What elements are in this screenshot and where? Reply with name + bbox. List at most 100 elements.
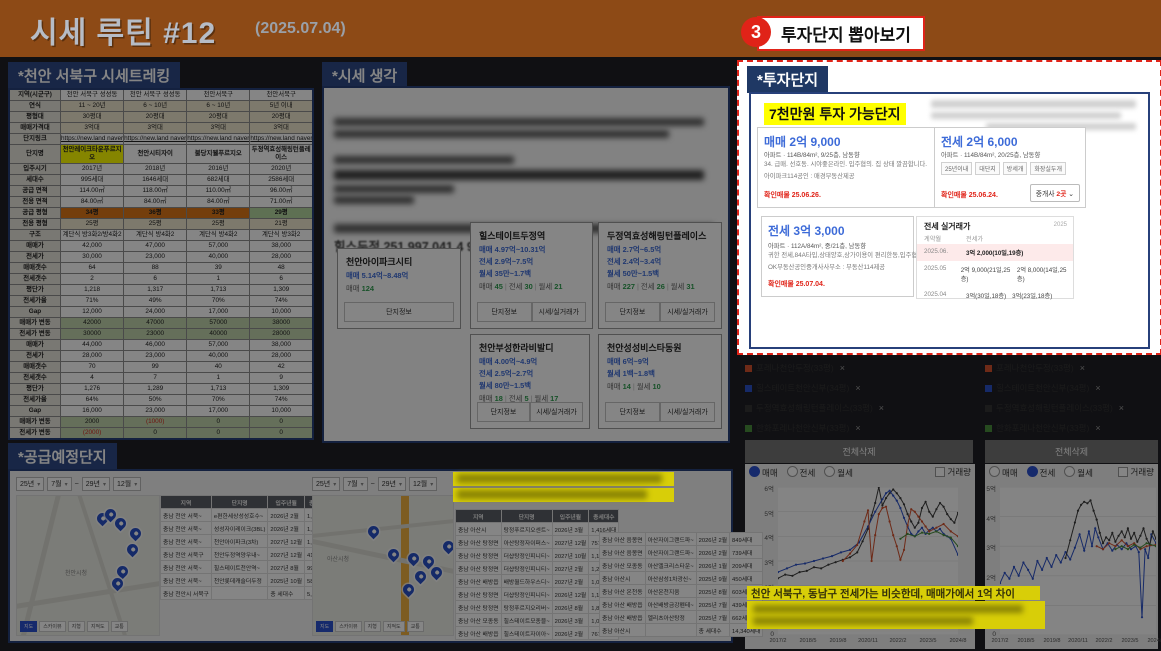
listing-card-jeonse-1[interactable]: 전세 2억 6,000 아파트 · 114B/84m², 20/25층, 남동향… bbox=[934, 127, 1086, 208]
listing-card-jeonse-2[interactable]: 전세 3억 3,000 아파트 · 112A/84m², 중/21층, 남동향 … bbox=[761, 216, 923, 297]
cell-value: 48 bbox=[249, 262, 314, 274]
map-layer-button[interactable]: 스카이뷰 bbox=[335, 621, 362, 632]
radio-option-매매[interactable]: 매매 bbox=[989, 466, 1018, 479]
radio-option-월세[interactable]: 월세 bbox=[1064, 466, 1093, 479]
complex-info-button[interactable]: 단지정보 bbox=[477, 402, 530, 422]
complex-card[interactable]: 천안성성비스타동원 매매 6억~9억 월세 1백~1.8백 매매 14 | 월세 10 단지… bbox=[598, 334, 722, 429]
map-layer-button[interactable]: 지도 bbox=[20, 621, 38, 632]
listing-counts: 매매 18 | 전세 5 | 월세 17 bbox=[479, 394, 559, 403]
row-label: 평형대 bbox=[8, 111, 61, 123]
chart-price-type-controls: 매매 전세 월세 bbox=[749, 466, 853, 479]
complex-card[interactable]: 두정역효성해링턴플레이스 매매 2.7억~6.5억 전세 2.4억~3.4억 월세 5… bbox=[598, 222, 722, 329]
volume-checkbox[interactable]: 거래량 bbox=[1117, 466, 1154, 478]
supply-cell: 더샵탕정인피니티~ bbox=[500, 548, 553, 562]
date-dropdown[interactable]: 12월 ▾ bbox=[408, 477, 438, 491]
map-pin-icon[interactable] bbox=[124, 541, 141, 558]
complex-link[interactable]: https://new.land naver.com/co bbox=[186, 133, 251, 145]
complex-link[interactable]: https://new.land naver.com/co bbox=[59, 133, 125, 145]
close-icon[interactable]: × bbox=[1095, 383, 1101, 393]
price-history-button[interactable]: 시세/실거래가 bbox=[660, 302, 715, 322]
cell-value: 25평 bbox=[59, 218, 125, 230]
complex-info-button[interactable]: 단지정보 bbox=[605, 302, 660, 322]
radio-option-매매[interactable]: 매매 bbox=[749, 466, 778, 479]
complex-info-button[interactable]: 단지정보 bbox=[605, 402, 660, 422]
map-layer-button[interactable]: 교통 bbox=[406, 621, 424, 632]
radio-option-전세[interactable]: 전세 bbox=[786, 466, 815, 479]
map-pin-icon[interactable] bbox=[412, 568, 429, 585]
cell-value: 2 bbox=[59, 273, 125, 285]
supply-col-header[interactable]: 단지명 bbox=[210, 495, 269, 509]
supply-col-header[interactable]: 입주년월 bbox=[551, 509, 590, 523]
clear-all-button[interactable]: 전체삭제 bbox=[745, 440, 973, 463]
map-layer-button[interactable]: 지도 bbox=[316, 621, 334, 632]
clear-all-button[interactable]: 전체삭제 bbox=[985, 440, 1158, 463]
date-dropdown[interactable]: 7월 ▾ bbox=[343, 477, 368, 491]
cell-value: 1 bbox=[186, 372, 251, 384]
price-range: 월세 50만~1.5백 bbox=[607, 269, 660, 278]
cell-value: 2018년 bbox=[123, 163, 188, 175]
map-layer-button[interactable]: 지형 bbox=[363, 621, 381, 632]
close-icon[interactable]: × bbox=[1095, 423, 1101, 433]
supply-col-header[interactable]: 입주년월 bbox=[267, 495, 306, 509]
cell-value: 0 bbox=[249, 427, 314, 440]
complex-card[interactable]: 천안아이파크시티 매매 5.14억~8.48억 매매 124 단지정보 bbox=[337, 248, 461, 329]
supply-cell: 충남 아산시 bbox=[599, 571, 646, 585]
complex-info-button[interactable]: 단지정보 bbox=[344, 302, 454, 322]
price-history-button[interactable]: 시세/실거래가 bbox=[660, 402, 715, 422]
complex-info-button[interactable]: 단지정보 bbox=[477, 302, 532, 322]
date-dropdown[interactable]: 7월 ▾ bbox=[47, 477, 72, 491]
close-icon[interactable]: × bbox=[1118, 403, 1125, 413]
chevron-down-icon: ▾ bbox=[333, 481, 337, 488]
map-layer-button[interactable]: 지적도 bbox=[86, 621, 109, 632]
map-pin-icon[interactable] bbox=[112, 515, 129, 532]
complex-link[interactable]: https://new.land naver.com/co bbox=[123, 133, 188, 145]
supply-cell: 2027년 2월 bbox=[551, 574, 590, 588]
price-range: 매매 2.7억~6.5억 bbox=[607, 245, 662, 254]
listing-card-sale[interactable]: 매매 2억 9,000 아파트 · 114B/84m², 9/25층, 남동향 … bbox=[757, 127, 935, 208]
supply-cell: 충남 아산 탕정면 bbox=[455, 548, 502, 562]
close-icon[interactable]: × bbox=[855, 383, 861, 393]
date-dropdown[interactable]: 29년 ▾ bbox=[81, 477, 110, 491]
date-dropdown[interactable]: 25년 ▾ bbox=[312, 477, 341, 491]
supply-cell: 충남 천안 서북~ bbox=[160, 573, 212, 587]
map-layer-button[interactable]: 지형 bbox=[67, 621, 85, 632]
date-range-filters: 25년 ▾ 7월 ▾ ~29년 ▾ 12월 ▾ bbox=[312, 477, 438, 491]
price-history-button[interactable]: 시세/실거래가 bbox=[530, 402, 583, 422]
cell-value: 1,713 bbox=[186, 284, 251, 296]
supply-col-header[interactable]: 지역 bbox=[160, 495, 212, 509]
radio-option-월세[interactable]: 월세 bbox=[824, 466, 853, 479]
date-dropdown[interactable]: 25년 ▾ bbox=[16, 477, 45, 491]
selected-complex-chip: 한화포레나천안신부(33평) × bbox=[985, 422, 1101, 434]
supply-cell: 849세대 bbox=[729, 532, 764, 546]
cell-value: 6 bbox=[123, 273, 188, 285]
complex-link[interactable]: https://new.land naver.com/co bbox=[249, 133, 314, 145]
supply-col-header[interactable]: 단지명 bbox=[500, 509, 553, 523]
close-icon[interactable]: × bbox=[839, 363, 845, 373]
x-axis-tick: 2024/8 bbox=[949, 638, 967, 644]
map-layer-button[interactable]: 스카이뷰 bbox=[39, 621, 66, 632]
map-pin-icon[interactable] bbox=[440, 538, 453, 555]
complex-card[interactable]: 힐스테이트두정역 매매 4.97억~10.31억 전세 2.9억~7.5억 월세 35… bbox=[470, 222, 593, 329]
broker-count-button[interactable]: 중개사 2곳 ⌄ bbox=[1029, 184, 1080, 202]
map-layer-button[interactable]: 교통 bbox=[110, 621, 128, 632]
supply-cell: 충남 아산 모종동 bbox=[455, 613, 502, 627]
blurred-text-line bbox=[334, 185, 454, 193]
close-icon[interactable]: × bbox=[878, 403, 885, 413]
map-cheonan[interactable]: 천안시청 지도 스카이뷰 지형 지적도 교통 bbox=[16, 495, 160, 636]
map-pin-icon[interactable] bbox=[127, 525, 144, 542]
map-layer-button[interactable]: 지적도 bbox=[382, 621, 405, 632]
supply-col-header[interactable]: 총세대수 bbox=[588, 509, 620, 523]
complex-card[interactable]: 천안부성한라비발디 매매 4.00억~4.9억 전세 2.5억~2.7억 월세 80만… bbox=[470, 334, 590, 429]
price-range: 월세 80만~1.5백 bbox=[479, 381, 532, 390]
close-icon[interactable]: × bbox=[855, 423, 861, 433]
date-dropdown[interactable]: 29년 ▾ bbox=[377, 477, 406, 491]
map-asan[interactable]: 아산시청 지도 스카이뷰 지형 지적도 교통 bbox=[312, 495, 454, 636]
date-dropdown[interactable]: 12월 ▾ bbox=[112, 477, 142, 491]
cell-value: 20평대 bbox=[249, 111, 314, 123]
volume-checkbox[interactable]: 거래량 bbox=[934, 466, 971, 478]
close-icon[interactable]: × bbox=[1079, 363, 1085, 373]
price-history-button[interactable]: 시세/실거래가 bbox=[531, 302, 586, 322]
supply-col-header[interactable]: 지역 bbox=[455, 509, 502, 523]
radio-option-전세[interactable]: 전세 bbox=[1026, 466, 1055, 479]
